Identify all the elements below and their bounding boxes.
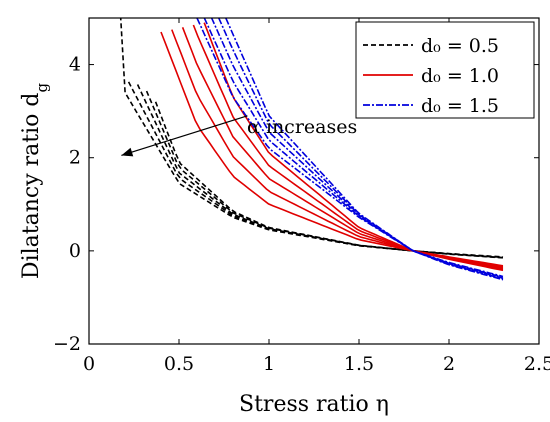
annotation-arrow: [121, 115, 248, 156]
x-axis-label: Stress ratio η: [239, 392, 389, 417]
legend-label: d₀ = 0.5: [421, 35, 499, 57]
annotation-text: α increases: [247, 116, 357, 138]
series-line: [217, 18, 504, 280]
annotation: α increases: [121, 115, 357, 157]
legend-box: [355, 21, 535, 119]
annotation-arrowhead: [121, 147, 134, 157]
legend: d₀ = 0.5 d₀ = 1.0 d₀ = 1.5: [355, 21, 535, 119]
x-tick-label: 1.5: [344, 353, 374, 375]
series-line: [203, 22, 504, 272]
series-line: [203, 18, 504, 279]
series-line: [225, 18, 504, 281]
series-line: [210, 18, 504, 279]
y-tick-label: 4: [69, 54, 81, 76]
curves-group: [119, 18, 504, 281]
y-tick-label: −2: [53, 333, 81, 355]
x-tick-label: 0: [83, 353, 95, 375]
y-tick-label: 2: [69, 147, 81, 169]
x-tick-label: 1: [263, 353, 275, 375]
legend-label: d₀ = 1.5: [421, 95, 499, 117]
y-axis-label: Dilatancy ratio dg: [19, 83, 51, 280]
plot-frame: [88, 17, 540, 345]
x-tick-label: 2.5: [524, 353, 550, 375]
series-line: [154, 101, 504, 259]
y-tick-label: 0: [69, 240, 81, 262]
x-tick-label: 2: [443, 353, 455, 375]
x-tick-label: 0.5: [164, 353, 194, 375]
legend-label: d₀ = 1.0: [421, 65, 499, 87]
